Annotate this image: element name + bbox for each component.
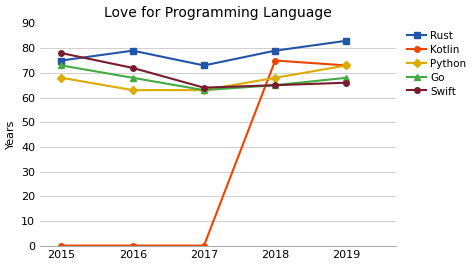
Go bbox=[130, 76, 136, 79]
Line: Go: Go bbox=[59, 63, 349, 93]
Rust bbox=[344, 39, 349, 42]
Rust bbox=[273, 49, 278, 52]
Legend: Rust, Kotlin, Python, Go, Swift: Rust, Kotlin, Python, Go, Swift bbox=[405, 29, 468, 99]
Go bbox=[344, 76, 349, 79]
Kotlin bbox=[273, 59, 278, 62]
Python bbox=[273, 76, 278, 79]
Python bbox=[344, 64, 349, 67]
Rust bbox=[130, 49, 136, 52]
Kotlin bbox=[201, 244, 207, 247]
Swift bbox=[201, 86, 207, 89]
Line: Rust: Rust bbox=[59, 38, 349, 68]
Go bbox=[59, 64, 64, 67]
Title: Love for Programming Language: Love for Programming Language bbox=[104, 6, 332, 20]
Python bbox=[130, 89, 136, 92]
Swift bbox=[130, 66, 136, 69]
Kotlin bbox=[130, 244, 136, 247]
Swift bbox=[59, 52, 64, 55]
Python bbox=[59, 76, 64, 79]
Go bbox=[273, 84, 278, 87]
Python bbox=[201, 89, 207, 92]
Kotlin bbox=[59, 244, 64, 247]
Line: Python: Python bbox=[59, 63, 349, 93]
Swift bbox=[344, 81, 349, 84]
Swift bbox=[273, 84, 278, 87]
Y-axis label: Years: Years bbox=[6, 120, 16, 149]
Rust bbox=[59, 59, 64, 62]
Line: Swift: Swift bbox=[59, 50, 349, 90]
Rust bbox=[201, 64, 207, 67]
Go bbox=[201, 89, 207, 92]
Line: Kotlin: Kotlin bbox=[59, 58, 349, 248]
Kotlin bbox=[344, 64, 349, 67]
